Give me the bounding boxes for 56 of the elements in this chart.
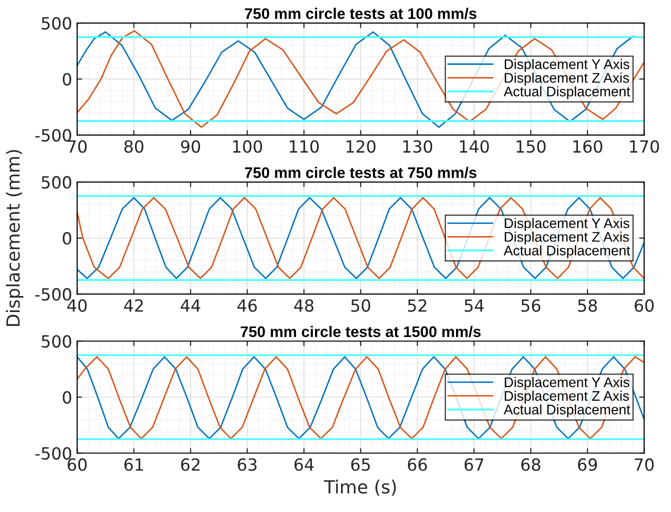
x-tick-label: 61 xyxy=(124,458,143,471)
legend-label: Actual Displacement xyxy=(504,86,630,100)
chart-title: 750 mm circle tests at 750 mm/s xyxy=(244,166,476,178)
x-tick-label: 54 xyxy=(464,299,484,312)
x-tick-label: 80 xyxy=(124,140,144,153)
y-tick-label: 500 xyxy=(42,335,72,348)
x-tick-label: 63 xyxy=(238,458,257,471)
x-tick-label: 160 xyxy=(573,140,602,153)
y-tick-label: -500 xyxy=(35,288,72,301)
x-tick-label: 70 xyxy=(68,140,87,153)
y-tick-label: -500 xyxy=(35,447,72,460)
x-tick-label: 40 xyxy=(67,299,87,312)
x-tick-label: 62 xyxy=(181,458,200,471)
x-tick-label: 42 xyxy=(124,299,143,312)
y-tick-label: 500 xyxy=(42,176,72,189)
x-tick-label: 48 xyxy=(294,299,314,312)
legend-label: Actual Displacement xyxy=(504,404,630,418)
x-tick-label: 170 xyxy=(630,140,659,153)
x-tick-label: 56 xyxy=(521,299,540,312)
x-tick-label: 90 xyxy=(181,140,200,153)
x-tick-label: 100 xyxy=(233,140,262,153)
x-tick-label: 52 xyxy=(408,299,426,312)
x-tick-label: 150 xyxy=(516,140,546,153)
y-tick-label: 0 xyxy=(62,391,72,404)
x-tick-label: 69 xyxy=(578,458,597,471)
x-tick-label: 130 xyxy=(403,140,432,153)
legend-label: Displacement Z Axis xyxy=(504,390,629,404)
x-tick-label: 120 xyxy=(346,140,376,153)
y-tick-label: 0 xyxy=(62,232,72,245)
legend-label: Displacement Y Axis xyxy=(504,58,630,72)
x-tick-label: 64 xyxy=(294,458,314,471)
y-axis-title: Displacement (mm) xyxy=(6,150,24,326)
x-tick-label: 140 xyxy=(460,140,489,153)
x-tick-label: 67 xyxy=(464,458,484,471)
x-tick-label: 58 xyxy=(578,299,597,312)
y-tick-label: 500 xyxy=(42,17,72,30)
legend-label: Displacement Z Axis xyxy=(504,232,629,245)
y-tick-label: -500 xyxy=(35,129,72,142)
x-tick-label: 65 xyxy=(351,458,370,471)
y-tick-label: 0 xyxy=(62,73,72,86)
legend-label: Displacement Y Axis xyxy=(504,218,630,231)
legend-label: Actual Displacement xyxy=(504,245,630,258)
x-tick-label: 60 xyxy=(68,458,87,471)
x-tick-label: 68 xyxy=(521,458,540,471)
x-tick-label: 60 xyxy=(634,299,654,312)
chart-title: 750 mm circle tests at 100 mm/s xyxy=(244,8,476,20)
legend-label: Displacement Z Axis xyxy=(504,72,629,86)
x-tick-label: 46 xyxy=(237,299,257,312)
x-tick-label: 44 xyxy=(180,299,200,312)
x-tick-label: 50 xyxy=(351,299,370,312)
chart-title: 750 mm circle tests at 1500 mm/s xyxy=(240,326,481,338)
legend-label: Displacement Y Axis xyxy=(504,377,630,390)
x-tick-label: 66 xyxy=(408,458,427,471)
x-axis-title: Time (s) xyxy=(324,480,396,496)
x-tick-label: 110 xyxy=(290,140,319,153)
x-tick-label: 70 xyxy=(634,458,654,471)
